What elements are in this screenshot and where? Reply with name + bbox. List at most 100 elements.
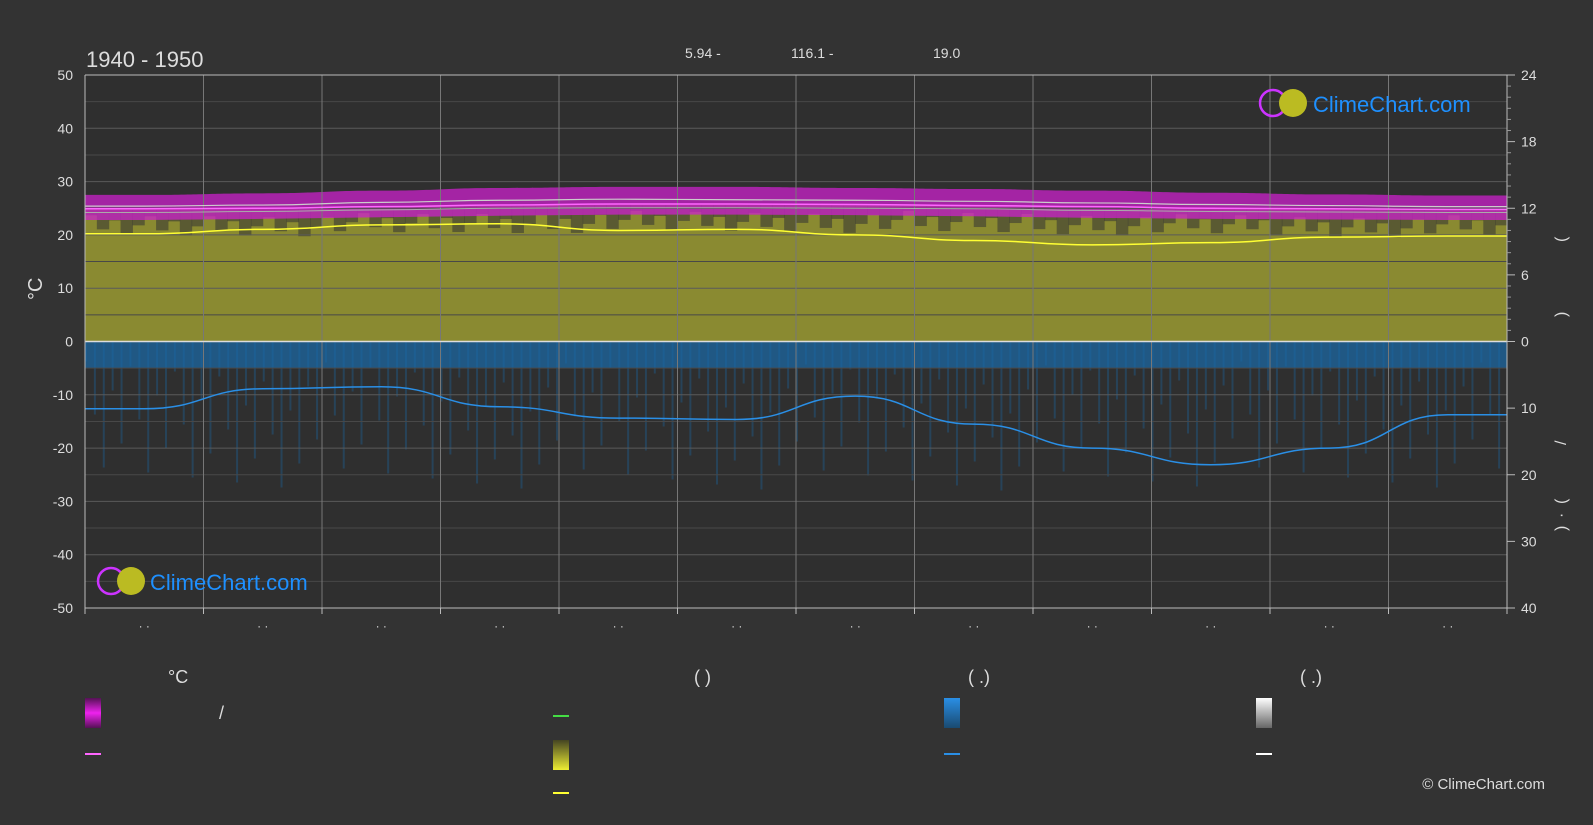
precip-streak — [636, 341, 639, 398]
precip-streak — [556, 341, 559, 441]
series-lines — [85, 198, 1507, 466]
precip-streak — [316, 341, 319, 440]
temp-range-slash: / — [219, 703, 225, 723]
precip-streak — [1382, 341, 1385, 430]
month-tick-label: · · — [1087, 619, 1098, 633]
precip-streak — [609, 341, 612, 369]
precip-streak — [671, 341, 674, 480]
month-tick-label: · · — [1324, 619, 1335, 633]
precip-streak — [1035, 341, 1038, 443]
precip-streak — [1418, 341, 1421, 382]
precip-streak — [1489, 341, 1492, 416]
precip-streak — [298, 341, 301, 464]
precip-streak — [520, 341, 523, 489]
precip-streak — [796, 341, 798, 442]
precip-streak — [333, 341, 336, 416]
precip-streak — [1178, 341, 1181, 381]
precip-streak — [573, 341, 576, 417]
precip-streak — [840, 341, 843, 447]
precip-streak — [1169, 341, 1172, 458]
precip-streak — [120, 341, 123, 444]
precip-streak — [1444, 341, 1447, 411]
precip-streak — [476, 341, 479, 484]
left-tick-label: 20 — [57, 227, 73, 243]
precip-streak — [644, 341, 647, 451]
precip-streak — [422, 341, 425, 426]
month-tick-label: · · — [731, 619, 742, 633]
precip-streak — [182, 341, 185, 425]
precip-streak — [360, 341, 363, 445]
grid-lines — [85, 74, 1507, 609]
precip-streak — [440, 341, 443, 402]
precip-streak — [271, 341, 274, 435]
precip-streak — [1240, 341, 1243, 362]
precip-streak — [458, 341, 461, 378]
precip-streak — [1009, 341, 1012, 414]
precip-streak — [342, 341, 345, 469]
precip-streak — [707, 341, 710, 432]
precip-streak — [191, 341, 194, 478]
precip-streak — [991, 341, 994, 438]
precip-streak — [1142, 341, 1145, 429]
axes: 50 40 30 20 10 0 -10 -20 -30 -40 -50 24 18 12 6 0 10 20 30… — [53, 67, 1570, 633]
precip-streak — [1018, 341, 1021, 467]
temp-min-line — [85, 207, 1507, 214]
precip-streak — [1000, 341, 1003, 491]
precip-streak — [911, 341, 914, 481]
precip-streak — [778, 341, 781, 466]
left-tick-label: 10 — [57, 280, 73, 296]
precip-streak — [1480, 341, 1483, 363]
precip-streak — [378, 341, 381, 421]
precip-streak — [867, 341, 870, 476]
left-tick-label: -50 — [53, 600, 73, 616]
precip-streak — [1222, 341, 1225, 386]
left-tick-label: 50 — [57, 67, 73, 83]
precip-streak — [1498, 341, 1501, 469]
left-tick-label: -20 — [53, 440, 73, 456]
month-tick-label: · · — [968, 619, 979, 633]
precip-streak — [1329, 341, 1332, 372]
precip-streak — [982, 341, 985, 385]
left-tick-label: -30 — [53, 493, 73, 509]
right-tick-label: 24 — [1521, 67, 1537, 83]
precip-streak — [200, 341, 203, 401]
month-tick-label: · · — [376, 619, 387, 633]
precip-streak — [600, 341, 603, 446]
precip-streak — [893, 341, 896, 375]
rain-band-swatch — [944, 698, 960, 728]
precip-streak — [102, 341, 105, 468]
precip-streak — [662, 341, 665, 427]
precip-streak — [1062, 341, 1065, 472]
precip-streak — [1213, 341, 1216, 463]
temp-range-swatch — [85, 698, 101, 728]
precip-streak — [1302, 341, 1305, 473]
precip-streak — [529, 341, 532, 412]
precip-streak — [760, 341, 763, 490]
precip-streak — [1453, 341, 1456, 464]
left-axis-label: °C — [25, 278, 47, 300]
precip-streak — [253, 341, 256, 459]
precip-streak — [1462, 341, 1465, 387]
precip-streak — [902, 341, 905, 428]
precip-streak — [1133, 341, 1136, 376]
precipitation-line — [85, 386, 1507, 466]
precip-streak — [173, 341, 176, 372]
sunshine-line — [85, 223, 1507, 246]
precip-streak — [680, 341, 683, 403]
precip-streak — [1373, 341, 1376, 377]
logo-sun-icon — [117, 567, 145, 595]
left-tick-label: -10 — [53, 387, 73, 403]
legend-rain-header: ( .) — [968, 667, 990, 687]
precip-streak — [1249, 341, 1252, 415]
right-axis-label-glyph: ) — [1553, 312, 1570, 317]
right-axis-label-glyph: · — [1553, 513, 1570, 518]
right-tick-label: 20 — [1521, 467, 1537, 483]
snow-line-swatch — [1256, 753, 1272, 755]
precip-streak — [1107, 341, 1110, 477]
precip-streak — [1471, 341, 1474, 440]
left-tick-label: 30 — [57, 174, 73, 190]
left-tick-label: -40 — [53, 547, 73, 563]
watermark-text: ClimeChart.com — [1313, 92, 1471, 117]
precip-streak — [1267, 341, 1270, 391]
precip-streak — [289, 341, 292, 411]
